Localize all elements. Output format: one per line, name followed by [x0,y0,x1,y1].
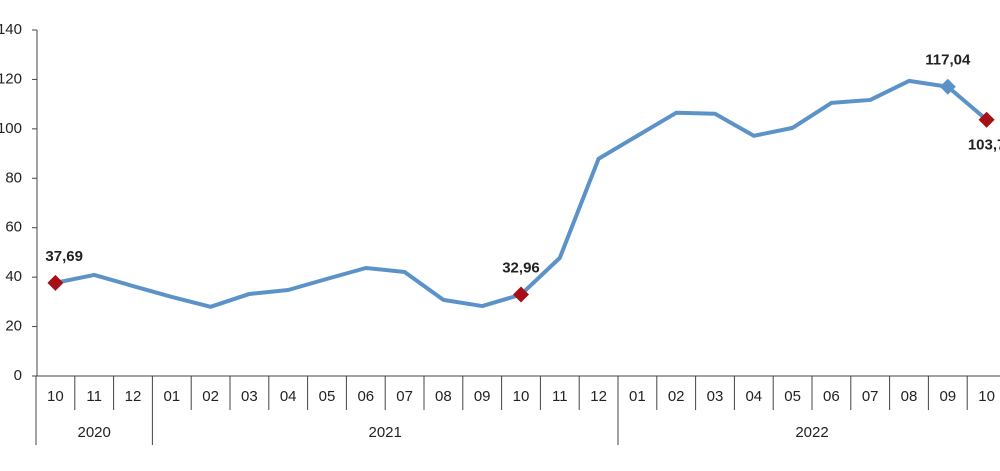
y-tick-label: 0 [14,367,22,384]
x-tick-label: 02 [202,388,219,405]
group-label: 2021 [369,424,402,441]
x-tick-label: 11 [552,388,568,405]
x-tick-label: 10 [513,388,530,405]
x-tick-label: 06 [823,388,840,405]
value-label: 117,04 [925,52,971,69]
x-tick-label: 04 [745,388,762,405]
x-tick-label: 11 [86,388,102,405]
x-tick-label: 01 [629,388,646,405]
x-tick-label: 09 [939,388,956,405]
x-tick-label: 12 [125,388,142,405]
y-tick-label: 80 [5,169,22,186]
x-tick-label: 02 [668,388,685,405]
x-tick-label: 01 [163,388,180,405]
x-tick-label: 03 [707,388,724,405]
x-tick-label: 10 [47,388,64,405]
group-label: 2020 [78,424,111,441]
value-label: 32,96 [502,260,540,277]
x-tick-label: 12 [590,388,607,405]
x-tick-label: 05 [784,388,801,405]
value-label: 37,69 [45,248,83,265]
x-tick-label: 04 [280,388,297,405]
value-label: 103,7 [968,137,1000,154]
marker [47,274,64,291]
marker [939,78,956,95]
x-tick-label: 08 [901,388,918,405]
x-tick-label: 08 [435,388,452,405]
y-tick-label: 140 [0,21,22,38]
x-tick-label: 09 [474,388,491,405]
y-tick-label: 40 [5,268,22,285]
group-label: 2022 [795,424,828,441]
y-tick-label: 60 [5,219,22,236]
marker [978,111,995,128]
x-tick-label: 07 [396,388,413,405]
x-tick-label: 10 [978,388,995,405]
y-tick-label: 100 [0,120,22,137]
x-tick-label: 05 [319,388,336,405]
x-tick-label: 06 [357,388,374,405]
y-tick-label: 20 [5,318,22,335]
x-tick-label: 03 [241,388,258,405]
y-tick-label: 120 [0,70,22,87]
marker [513,286,529,303]
x-tick-label: 07 [862,388,879,405]
